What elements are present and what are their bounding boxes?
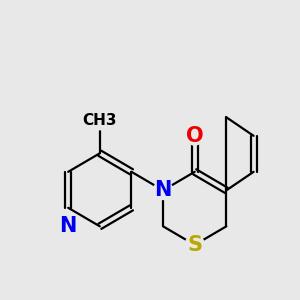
Ellipse shape	[153, 181, 173, 200]
Text: S: S	[187, 235, 202, 255]
Text: O: O	[186, 126, 203, 146]
Ellipse shape	[58, 217, 78, 236]
Ellipse shape	[185, 127, 205, 145]
Text: N: N	[154, 180, 172, 200]
Text: CH3: CH3	[82, 113, 117, 128]
Ellipse shape	[85, 111, 115, 130]
Text: N: N	[59, 216, 77, 236]
Ellipse shape	[185, 236, 205, 254]
